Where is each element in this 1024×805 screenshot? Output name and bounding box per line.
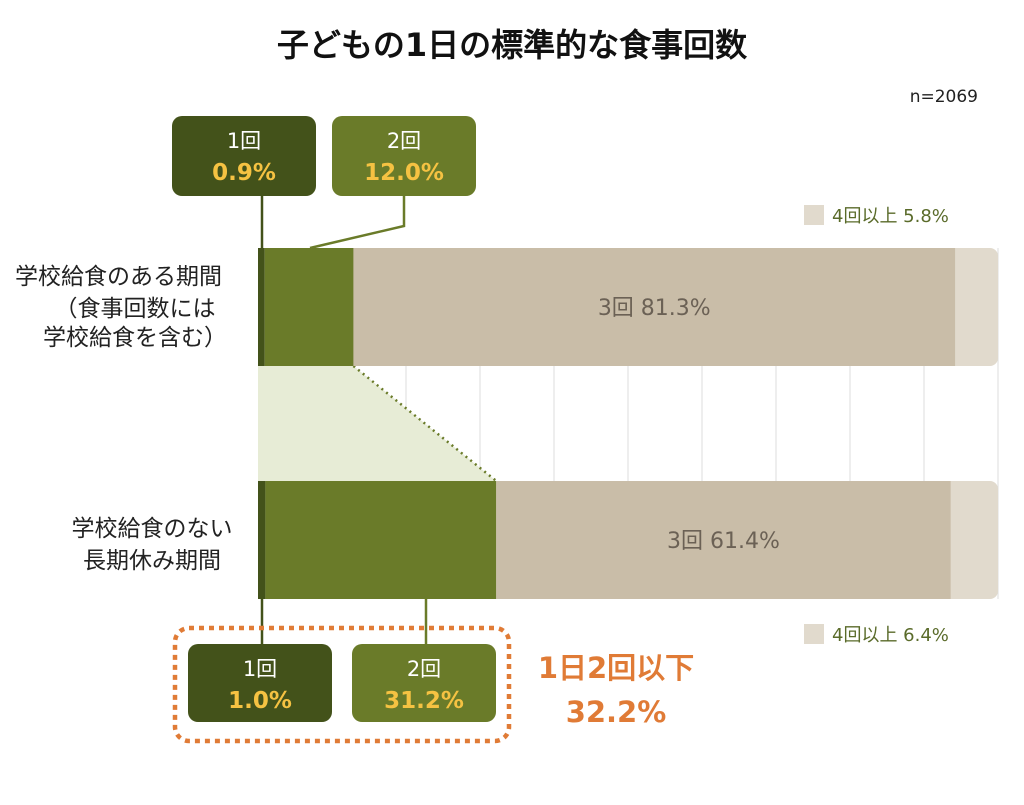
connector-band (258, 365, 498, 482)
connector-band-area (258, 366, 497, 481)
bar-one-meal-row1 (258, 248, 265, 366)
callout-value: 1.0% (228, 688, 292, 714)
bar-three-meals-row2-top (496, 481, 951, 599)
row-label-1-line3: 学校給食を含む） (43, 325, 227, 351)
callout-box (332, 116, 476, 196)
summary: 1日2回以下 32.2% (538, 651, 694, 729)
bar-two-meals-row2 (265, 481, 497, 599)
bar-four-plus-meals-row1 (945, 248, 998, 366)
callout-value: 31.2% (384, 688, 464, 714)
legend-label: 4回以上 6.4% (832, 625, 949, 646)
callouts: 1回 0.9% 2回 12.0% 1回 1.0% 2回 31.2% (172, 116, 512, 744)
legend-swatch (804, 205, 824, 225)
row-label-2-line1: 学校給食のない (72, 516, 233, 542)
callout-value: 12.0% (364, 160, 444, 186)
row-label-2-line2: 長期休み期間 (83, 548, 221, 574)
row-label-1-line1: 学校給食のある期間 (15, 264, 222, 290)
callout-value: 0.9% (212, 160, 276, 186)
callout-box (172, 116, 316, 196)
connector-band-edge (352, 365, 498, 482)
bar-four-plus-meals-row2 (940, 481, 998, 599)
bar-label-row1: 3回 81.3% (598, 296, 711, 321)
sample-size: n=2069 (910, 87, 978, 107)
bar-two-meals-row1 (264, 248, 354, 366)
row-label-1-line2: （食事回数には (55, 296, 216, 322)
callout-category: 1回 (227, 129, 261, 153)
chart-title: 子どもの1日の標準的な食事回数 (277, 26, 748, 64)
callout-category: 1回 (243, 657, 277, 681)
callout-category: 2回 (407, 657, 441, 681)
summary-label: 1日2回以下 (538, 651, 694, 685)
callout-category: 2回 (387, 129, 421, 153)
legend-label: 4回以上 5.8% (832, 206, 949, 227)
callout-box (352, 644, 496, 722)
bar-one-meal-row2 (258, 481, 266, 599)
legend-swatch (804, 624, 824, 644)
summary-value: 32.2% (566, 695, 667, 729)
bar-label-row2: 3回 61.4% (667, 529, 780, 554)
callout-box (188, 644, 332, 722)
legend: 4回以上 5.8% 4回以上 6.4% (804, 205, 949, 646)
callout-leader (309, 196, 406, 250)
highlight-bracket (172, 625, 512, 744)
bars: 3回 81.3% 3回 61.4% (258, 248, 998, 599)
bar-three-meals-row1-top (353, 248, 956, 366)
